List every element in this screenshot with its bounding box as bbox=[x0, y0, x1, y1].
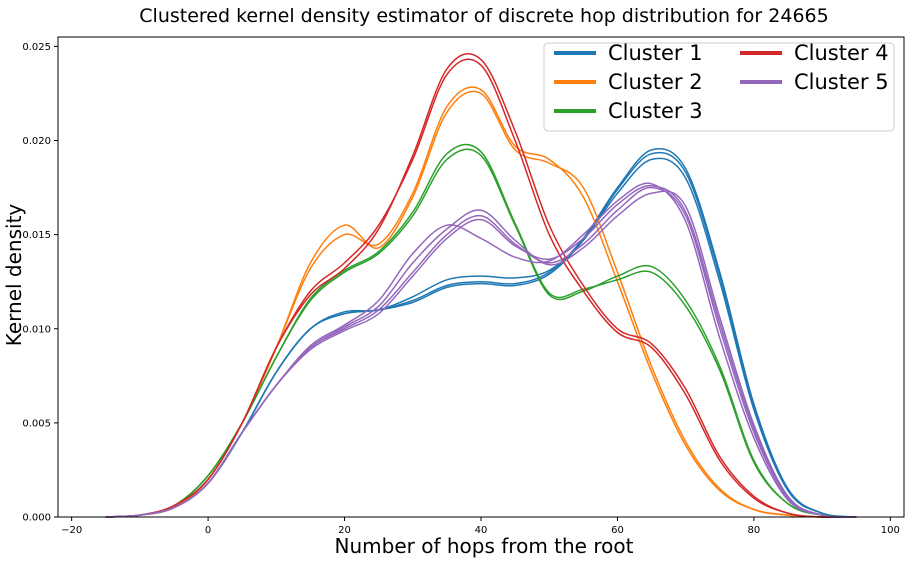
x-tick-label: −20 bbox=[61, 525, 82, 536]
legend-label-cluster-5: Cluster 5 bbox=[794, 70, 889, 94]
series-line-cluster-5-4 bbox=[105, 184, 857, 518]
series-curves bbox=[105, 53, 857, 519]
x-axis-ticks: −20 0 20 40 60 80 100 bbox=[61, 517, 900, 536]
y-tick-label: 0.010 bbox=[22, 324, 51, 335]
y-tick-label: 0.005 bbox=[22, 418, 51, 429]
y-axis-ticks: 0.000 0.005 0.010 0.015 0.020 0.025 bbox=[22, 42, 58, 524]
series-line-cluster-4-2 bbox=[105, 53, 857, 519]
y-tick-label: 0.020 bbox=[22, 136, 51, 147]
y-tick-label: 0.015 bbox=[22, 230, 51, 241]
legend: Cluster 1 Cluster 2 Cluster 3 Cluster 4 Clus… bbox=[543, 41, 895, 132]
legend-box bbox=[543, 42, 895, 132]
legend-label-cluster-1: Cluster 1 bbox=[608, 41, 703, 65]
y-tick-label: 0.025 bbox=[22, 42, 51, 53]
chart-title: Clustered kernel density estimator of di… bbox=[139, 5, 828, 27]
series-line-cluster-1-2 bbox=[105, 157, 857, 518]
x-tick-label: 20 bbox=[338, 525, 351, 536]
x-tick-label: 60 bbox=[611, 525, 624, 536]
x-axis-title: Number of hops from the root bbox=[335, 534, 634, 558]
series-line-cluster-5-2 bbox=[105, 182, 857, 518]
y-axis-title: Kernel density bbox=[2, 204, 26, 347]
series-line-cluster-5-1 bbox=[105, 186, 857, 518]
x-tick-label: 0 bbox=[205, 525, 211, 536]
legend-label-cluster-3: Cluster 3 bbox=[608, 99, 703, 123]
series-line-cluster-3-2 bbox=[105, 143, 857, 518]
legend-label-cluster-4: Cluster 4 bbox=[794, 41, 889, 65]
x-tick-label: 80 bbox=[748, 525, 761, 536]
y-tick-label: 0.000 bbox=[22, 513, 51, 524]
legend-label-cluster-2: Cluster 2 bbox=[608, 70, 703, 94]
x-tick-label: 40 bbox=[475, 525, 488, 536]
x-tick-label: 100 bbox=[881, 525, 900, 536]
